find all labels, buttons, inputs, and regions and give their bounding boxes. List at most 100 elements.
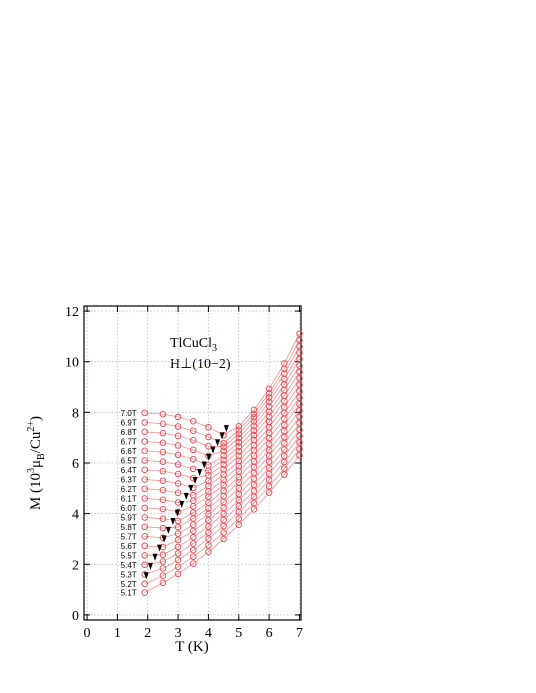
tc-marker	[201, 461, 207, 469]
data-point	[250, 436, 258, 444]
data-point	[159, 420, 167, 428]
data-point	[159, 486, 167, 494]
series-label: 6.1T	[121, 494, 137, 503]
series-label: 6.6T	[121, 447, 137, 456]
tc-marker	[179, 501, 185, 509]
data-point	[265, 403, 273, 410]
series-label: 5.3T	[121, 570, 137, 579]
data-point	[220, 456, 227, 464]
data-point	[190, 533, 197, 541]
data-point	[220, 529, 227, 536]
x-tick-label: 2	[144, 626, 151, 641]
data-point	[174, 523, 182, 531]
series-label: 5.6T	[121, 542, 137, 551]
data-point	[265, 408, 273, 415]
series-line	[144, 346, 300, 448]
series-line	[144, 429, 300, 556]
data-point	[159, 558, 167, 565]
data-point	[141, 476, 148, 483]
series-line	[144, 416, 300, 539]
data-point	[250, 481, 258, 489]
data-point	[141, 438, 148, 445]
tc-marker	[210, 446, 216, 454]
series-line	[144, 365, 300, 472]
tc-marker	[143, 572, 149, 580]
data-point	[250, 506, 258, 513]
data-point	[281, 439, 288, 447]
data-point	[235, 462, 243, 470]
data-point	[296, 349, 303, 357]
data-point	[265, 413, 273, 420]
data-point	[190, 553, 197, 560]
series-label: 6.7T	[121, 437, 137, 446]
series-label: 6.5T	[121, 456, 137, 465]
data-point	[205, 510, 212, 518]
series-line	[144, 448, 300, 585]
data-point	[190, 436, 197, 444]
data-point	[205, 523, 212, 530]
data-point	[281, 452, 288, 460]
data-point	[235, 496, 243, 504]
data-point	[296, 413, 303, 421]
data-point	[159, 572, 167, 579]
series-label: 6.3T	[121, 475, 137, 484]
data-point	[141, 580, 148, 588]
data-point	[265, 441, 273, 448]
data-point	[296, 419, 303, 427]
series-line	[144, 333, 300, 436]
data-point	[205, 443, 212, 450]
data-point	[190, 427, 197, 435]
y-tick-label: 10	[65, 356, 79, 371]
data-point	[159, 429, 167, 437]
data-point	[174, 480, 182, 487]
data-point	[159, 439, 167, 446]
data-point	[205, 472, 212, 479]
data-point	[159, 515, 167, 522]
series-line	[144, 397, 300, 513]
data-point	[141, 485, 148, 493]
data-point	[220, 471, 227, 478]
data-point	[235, 427, 243, 434]
data-point	[205, 516, 212, 524]
data-point	[296, 439, 303, 446]
data-point	[159, 579, 167, 587]
data-point	[220, 443, 227, 451]
data-point	[265, 418, 273, 425]
data-point	[235, 430, 243, 438]
data-point	[250, 431, 258, 439]
y-axis-label: M (103μB/Cu2+)	[26, 416, 47, 510]
series-line	[144, 339, 300, 444]
data-point	[141, 552, 148, 559]
data-point	[141, 466, 148, 474]
data-point	[296, 343, 303, 350]
tc-marker	[188, 484, 194, 492]
series-label: 5.1T	[121, 589, 137, 598]
data-point	[265, 483, 273, 490]
data-point	[141, 447, 148, 455]
x-tick-label: 6	[266, 626, 273, 641]
data-point	[235, 434, 243, 442]
series-label: 6.2T	[121, 485, 137, 494]
data-point	[281, 360, 288, 367]
data-point	[296, 401, 303, 408]
data-point	[159, 505, 167, 513]
y-label-part: )	[28, 416, 44, 421]
series-line	[144, 391, 300, 503]
data-point	[281, 427, 288, 435]
data-point	[141, 504, 148, 512]
data-point	[235, 457, 243, 465]
data-point	[265, 385, 273, 393]
data-point	[296, 330, 303, 337]
tc-marker	[174, 509, 180, 517]
data-point	[296, 426, 303, 434]
y-label-part: μ	[28, 460, 44, 468]
series-label: 7.0T	[121, 409, 137, 418]
x-tick-label: 4	[205, 626, 212, 641]
data-point	[220, 522, 227, 530]
data-point	[296, 432, 303, 440]
data-point	[174, 530, 182, 537]
data-point	[220, 439, 227, 447]
series-label: 6.9T	[121, 418, 137, 427]
data-point	[141, 495, 148, 502]
